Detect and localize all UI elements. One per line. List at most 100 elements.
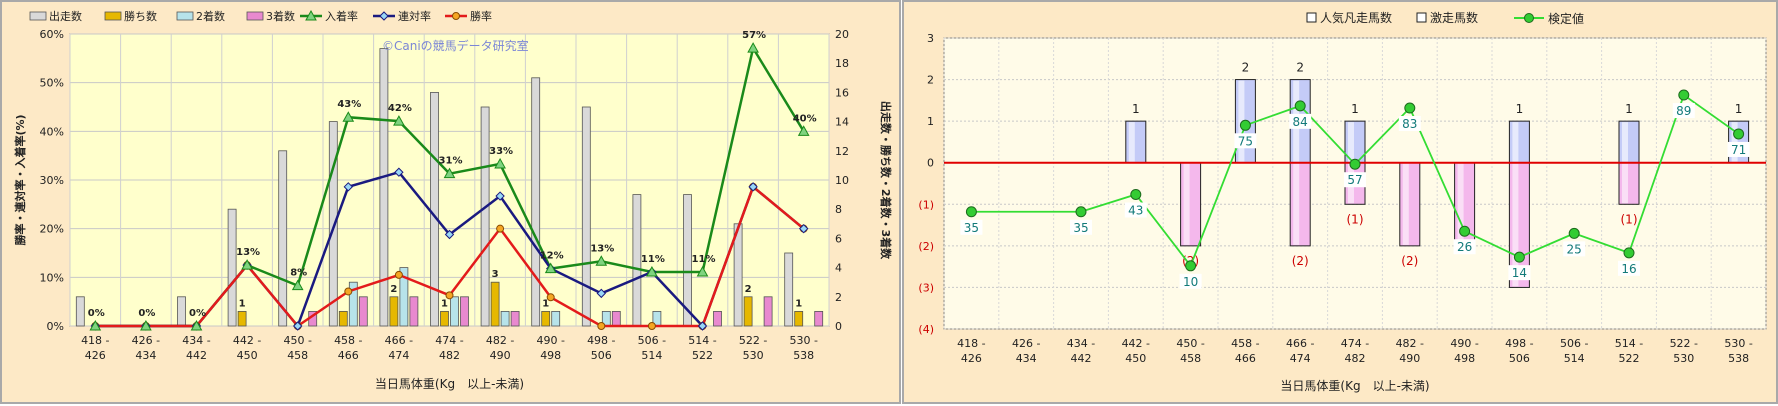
place-rate-data-label: 42% (388, 103, 412, 114)
kentei-label-bg (1289, 113, 1312, 129)
legend-label: 3着数 (266, 9, 295, 23)
x-tick-label-bottom: 466 (338, 349, 359, 362)
bar-starts (531, 77, 541, 327)
marker-place-rate (342, 111, 355, 122)
bar-ana-shine (1731, 122, 1738, 162)
marker-place-rate (241, 259, 253, 270)
legend-label: 連対率 (398, 9, 431, 23)
legend-marker (452, 12, 460, 20)
y-tick-label: 2 (927, 74, 934, 87)
popular-fail-data-label: (1) (1621, 212, 1638, 226)
x-axis-title: 当日馬体重(Kg 以上-未満) (1280, 379, 1429, 393)
legend-swatch (29, 11, 47, 21)
bar-popular-fail-shine (1512, 163, 1519, 287)
x-tick-label-bottom: 458 (287, 349, 308, 362)
ana-data-label: 1 (1132, 102, 1140, 116)
ana-data-label: 2 (1242, 61, 1250, 75)
bar-seconds (399, 267, 409, 327)
marker-rentai-rate (444, 229, 455, 240)
marker-place-rate (797, 125, 810, 136)
bar-popular-fail-shine (1457, 163, 1464, 245)
kentei-label-bg (1618, 260, 1640, 276)
bar-thirds (460, 296, 469, 327)
place-rate-data-label: 0% (189, 308, 206, 319)
kentei-label-bg (1070, 219, 1092, 235)
kentei-marker (1239, 119, 1251, 131)
x-tick-label-top: 498 - (1505, 337, 1533, 350)
marker-win-rate (546, 293, 555, 302)
bar-wins (237, 310, 247, 327)
left-chart: 0%10%20%30%40%50%60%02468101214161820121… (13, 9, 893, 391)
bar-wins (389, 296, 399, 327)
kentei-label-bg (1344, 172, 1366, 188)
y-right-tick-label: 10 (835, 174, 849, 187)
y-tick-label: 1 (927, 115, 934, 128)
x-tick-label-top: 522 - (739, 334, 767, 347)
legend-label: 勝率 (470, 9, 492, 23)
bar-seconds (450, 296, 459, 327)
bar-starts (480, 106, 490, 327)
legend-label: 激走馬数 (1430, 10, 1478, 25)
bar-wins (490, 281, 500, 327)
x-tick-label-bottom: 442 (186, 349, 207, 362)
bar-starts (75, 296, 85, 327)
x-tick-label-bottom: 490 (490, 349, 511, 362)
bar-thirds (611, 310, 621, 327)
kentei-data-label: 14 (1512, 266, 1527, 280)
ana-data-label: 1 (1625, 102, 1633, 116)
marker-win-rate (445, 291, 454, 300)
popular-fail-data-label: (2) (1292, 254, 1309, 268)
x-tick-label-bottom: 514 (641, 349, 662, 362)
right-chart-panel: 3210(1)(2)(3)(4)1(2)22(2)1(1)(2)11(1)135… (902, 0, 1778, 404)
kentei-label-bg (1234, 133, 1257, 149)
ana-data-label: 1 (1735, 102, 1743, 116)
marker-rentai-rate (596, 288, 607, 299)
marker-place-rate (393, 115, 405, 126)
y-left-tick-label: 60% (40, 28, 64, 41)
kentei-marker (1678, 89, 1690, 101)
x-tick-label-top: 434 - (1067, 337, 1095, 350)
ana-data-label: 1 (1351, 102, 1359, 116)
kentei-marker (1623, 247, 1635, 259)
place-rate-data-label: 11% (641, 254, 665, 265)
kentei-marker (1568, 227, 1580, 239)
x-tick-label-bottom: 522 (692, 349, 713, 362)
y-left-axis-title: 勝率・連対率・入着率(%) (13, 114, 27, 245)
x-tick-label-bottom: 490 (1399, 352, 1420, 365)
x-tick-label-bottom: 474 (388, 349, 409, 362)
x-axis-title: 当日馬体重(Kg 以上-未満) (375, 377, 524, 391)
x-tick-label-top: 482 - (486, 334, 514, 347)
x-tick-label-bottom: 498 (540, 349, 561, 362)
wins-data-label: 1 (795, 298, 802, 309)
x-tick-label-bottom: 538 (1728, 352, 1749, 365)
bar-starts (632, 194, 642, 327)
legend-marker (305, 9, 317, 21)
marker-win-rate (344, 287, 353, 296)
x-tick-label-top: 474 - (435, 334, 463, 347)
y-right-tick-label: 2 (835, 291, 842, 304)
bar-wins (794, 310, 804, 327)
x-tick-label-top: 466 - (1286, 337, 1314, 350)
legend-marker (1524, 13, 1534, 23)
kentei-data-label: 84 (1293, 115, 1308, 129)
kentei-marker (1075, 206, 1087, 218)
x-tick-label-bottom: 514 (1564, 352, 1585, 365)
marker-place-rate (443, 167, 456, 179)
place-rate-data-label: 11% (692, 254, 716, 265)
wins-data-label: 1 (542, 298, 549, 309)
marker-place-rate (140, 319, 152, 331)
kentei-label-bg (1508, 265, 1531, 281)
place-rate-data-label: 33% (489, 146, 513, 157)
kentei-label-bg (1453, 239, 1476, 255)
x-tick-label-top: 442 - (1122, 337, 1150, 350)
x-tick-label-top: 530 - (789, 334, 817, 347)
bar-popular-fail-shine (1402, 163, 1409, 245)
bar-starts (278, 150, 288, 327)
marker-place-rate (190, 319, 203, 331)
y-right-axis-title: 出走数・勝ち数・2着数・3着数 (879, 101, 893, 260)
wins-data-label: 2 (745, 284, 752, 295)
legend-label: 出走数 (49, 9, 82, 23)
kentei-label-bg (1563, 241, 1586, 257)
y-left-tick-label: 30% (40, 174, 64, 187)
y-tick-label: 0 (927, 157, 934, 170)
